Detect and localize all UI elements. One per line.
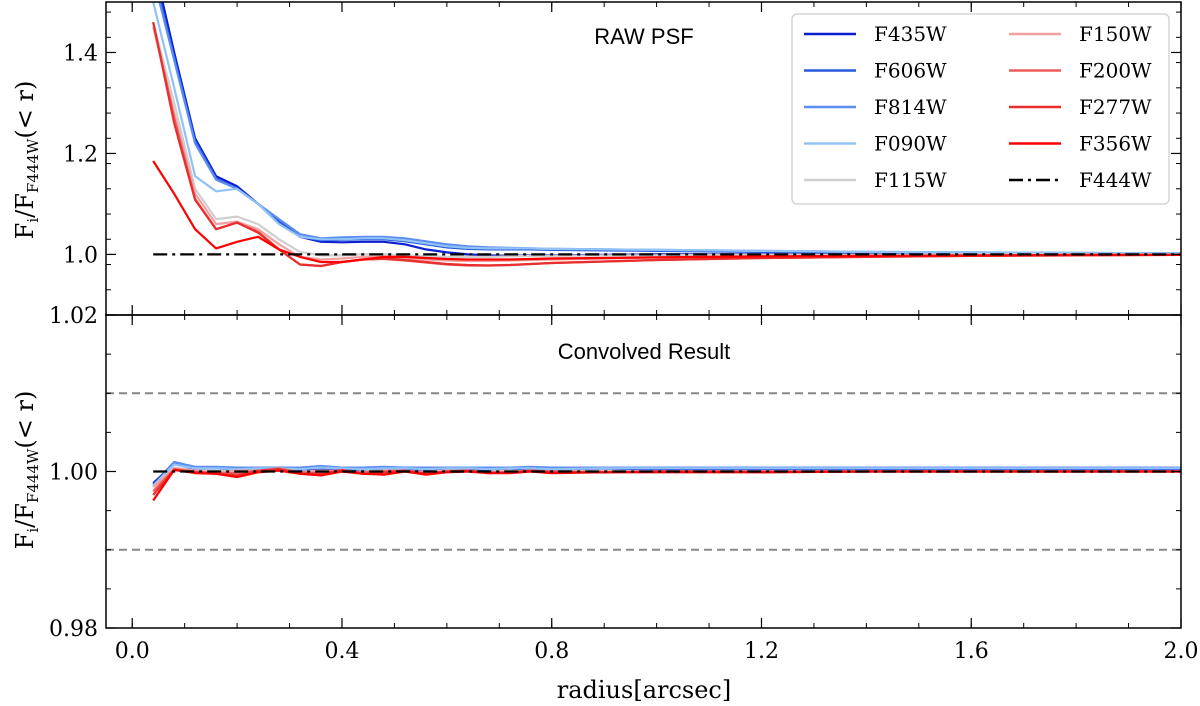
x-tick-label: 0.0 <box>115 639 150 664</box>
raw-psf-panel: 1.0 1.2 1.4 RAW PSF F435W F606W F814W F090W F1… <box>63 1 1182 316</box>
convolved-y-axis-label: Fi/FF444W(< r) <box>11 391 42 550</box>
raw-psf-series-group <box>152 2 1181 268</box>
convolved-series-f356w <box>152 468 1181 502</box>
legend-label-f200w: F200W <box>1079 59 1152 83</box>
legend: F435W F606W F814W F090W F115W F150W F200W F277W… <box>791 13 1170 205</box>
convolved-title: Convolved Result <box>558 339 730 364</box>
legend-label-f444w: F444W <box>1079 168 1152 192</box>
raw-psf-y-tick-label: 1.2 <box>63 142 98 167</box>
x-tick-label: 0.4 <box>324 639 359 664</box>
x-tick-label: 0.8 <box>534 639 569 664</box>
legend-label-f115w: F115W <box>874 168 947 192</box>
raw-psf-y-tick-label: 1.4 <box>63 41 98 66</box>
raw-psf-ticks: 1.0 1.2 1.4 <box>63 2 1182 316</box>
x-tick-label: 1.6 <box>954 639 989 664</box>
convolved-result-panel: 0.98 1.00 1.02 0.0 0.4 0.8 1.2 1.6 2.0 Convolved… <box>49 304 1198 664</box>
convolved-y-tick-label: 1.02 <box>49 304 98 329</box>
convolved-series-f090w <box>152 463 1181 487</box>
legend-label-f277w: F277W <box>1079 95 1152 119</box>
x-tick-label: 2.0 <box>1164 639 1199 664</box>
convolved-y-label-text: Fi/FF444W(< r) <box>11 391 42 550</box>
convolved-y-tick-label: 1.00 <box>49 461 98 486</box>
legend-label-f356w: F356W <box>1079 132 1152 156</box>
convolved-series-group <box>106 392 1181 551</box>
raw-psf-title: RAW PSF <box>594 24 693 49</box>
x-tick-label: 1.2 <box>744 639 779 664</box>
legend-label-f814w: F814W <box>874 95 947 119</box>
x-axis-label: radius[arcsec] <box>557 676 732 704</box>
raw-psf-series-f090w <box>152 2 1181 255</box>
convolved-axes-frame <box>105 314 1182 629</box>
raw-psf-y-axis-label: Fi/FF444W(< r) <box>11 81 42 240</box>
convolved-y-tick-label: 0.98 <box>49 617 98 642</box>
legend-label-f606w: F606W <box>874 59 947 83</box>
legend-label-f150w: F150W <box>1079 22 1152 46</box>
raw-psf-y-label-text: Fi/FF444W(< r) <box>11 81 42 240</box>
raw-psf-series-f115w <box>152 21 1181 258</box>
legend-label-f090w: F090W <box>874 132 947 156</box>
raw-psf-series-f356w <box>152 160 1181 264</box>
legend-label-f435w: F435W <box>874 22 947 46</box>
raw-psf-y-tick-label: 1.0 <box>63 243 98 268</box>
legend-box <box>791 13 1170 205</box>
raw-psf-series-f277w <box>152 21 1181 268</box>
